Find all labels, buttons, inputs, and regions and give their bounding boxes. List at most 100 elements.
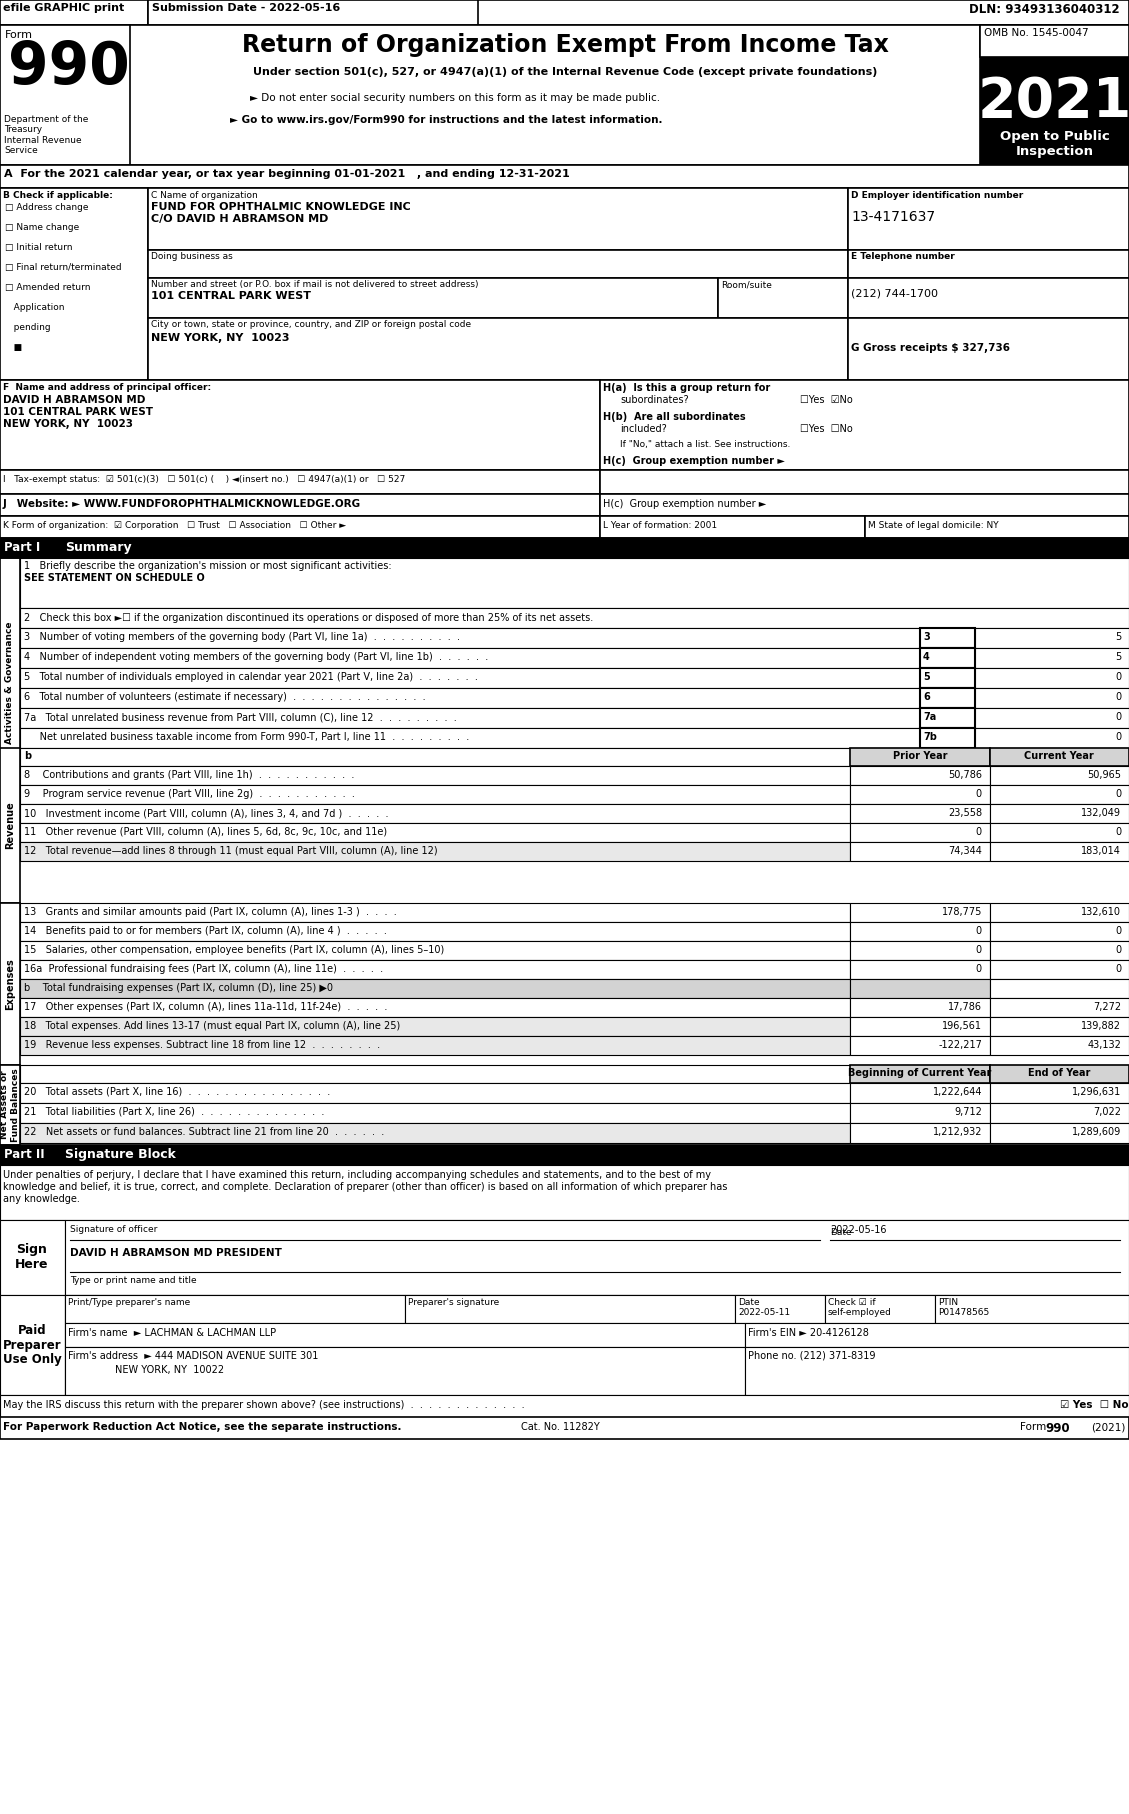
Text: ► Go to www.irs.gov/Form990 for instructions and the latest information.: ► Go to www.irs.gov/Form990 for instruct… [230,114,663,125]
Bar [20,648,920,668]
Text: Under section 501(c), 527, or 4947(a)(1) of the Internal Revenue Code (except pr: Under section 501(c), 527, or 4947(a)(1)… [253,67,877,76]
Text: 8    Contributions and grants (Part VIII, line 1h)  .  .  .  .  .  .  .  .  .  .: 8 Contributions and grants (Part VIII, l… [24,769,355,780]
Text: 178,775: 178,775 [942,907,982,918]
Bar [745,1348,1129,1395]
Bar [20,1018,850,1036]
Text: 5: 5 [1114,651,1121,662]
Bar [920,668,975,688]
Bar [980,25,1129,165]
Bar [0,0,148,25]
Bar [848,189,1129,250]
Bar [850,960,990,980]
Text: E Telephone number: E Telephone number [851,252,955,261]
Text: 1,222,644: 1,222,644 [933,1087,982,1097]
Text: 7,022: 7,022 [1093,1107,1121,1117]
Bar [599,515,865,539]
Text: If "No," attach a list. See instructions.: If "No," attach a list. See instructions… [620,441,790,450]
Text: Open to Public
Inspection: Open to Public Inspection [1000,131,1110,158]
Text: 132,049: 132,049 [1080,807,1121,818]
Bar [735,1295,825,1322]
Text: subordinates?: subordinates? [620,395,689,405]
Bar [0,1165,1129,1221]
Text: H(b)  Are all subordinates: H(b) Are all subordinates [603,412,745,423]
Text: DAVID H ABRAMSON MD PRESIDENT: DAVID H ABRAMSON MD PRESIDENT [70,1248,282,1257]
Bar [20,1103,850,1123]
Text: Revenue: Revenue [5,802,15,849]
Bar [990,1123,1129,1143]
Text: 196,561: 196,561 [942,1021,982,1030]
Bar [0,189,148,379]
Bar [865,515,1129,539]
Text: 21   Total liabilities (Part X, line 26)  .  .  .  .  .  .  .  .  .  .  .  .  . : 21 Total liabilities (Part X, line 26) .… [24,1107,324,1117]
Text: B Check if applicable:: B Check if applicable: [3,190,113,200]
Text: J   Website: ► WWW.FUNDFOROPHTHALMICKNOWLEDGE.ORG: J Website: ► WWW.FUNDFOROPHTHALMICKNOWLE… [3,499,361,510]
Text: 23,558: 23,558 [948,807,982,818]
Bar [975,707,1129,727]
Text: □ Amended return: □ Amended return [5,283,90,292]
Text: 2021: 2021 [978,74,1129,129]
Text: 1,289,609: 1,289,609 [1071,1126,1121,1137]
Bar [0,0,1129,25]
Text: b: b [24,751,32,762]
Bar [990,903,1129,922]
Text: 5: 5 [924,671,930,682]
Text: 2022-05-11: 2022-05-11 [738,1308,790,1317]
Bar [599,470,1129,493]
Bar [65,1348,745,1395]
Text: 50,786: 50,786 [948,769,982,780]
Text: 22   Net assets or fund balances. Subtract line 21 from line 20  .  .  .  .  .  : 22 Net assets or fund balances. Subtract… [24,1126,384,1137]
Text: 101 CENTRAL PARK WEST: 101 CENTRAL PARK WEST [3,406,154,417]
Bar [920,707,975,727]
Bar [975,648,1129,668]
Text: 14   Benefits paid to or for members (Part IX, column (A), line 4 )  .  .  .  . : 14 Benefits paid to or for members (Part… [24,925,387,936]
Text: I   Tax-exempt status:  ☑ 501(c)(3)   ☐ 501(c) (    ) ◄(insert no.)   ☐ 4947(a)(: I Tax-exempt status: ☑ 501(c)(3) ☐ 501(c… [3,475,405,484]
Bar [990,1065,1129,1083]
Bar [148,278,718,317]
Bar [850,1103,990,1123]
Text: 17   Other expenses (Part IX, column (A), lines 11a-11d, 11f-24e)  .  .  .  .  .: 17 Other expenses (Part IX, column (A), … [24,1001,387,1012]
Text: Summary: Summary [65,541,132,553]
Text: 6: 6 [924,691,930,702]
Text: Firm's EIN ► 20-4126128: Firm's EIN ► 20-4126128 [749,1328,869,1339]
Text: □ Initial return: □ Initial return [5,243,72,252]
Text: ► Do not enter social security numbers on this form as it may be made public.: ► Do not enter social security numbers o… [250,93,660,103]
Bar [975,668,1129,688]
Text: DLN: 93493136040312: DLN: 93493136040312 [970,4,1120,16]
Bar [148,0,478,25]
Text: 132,610: 132,610 [1080,907,1121,918]
Text: G Gross receipts $ 327,736: G Gross receipts $ 327,736 [851,343,1010,354]
Bar [0,1145,1129,1165]
Bar [990,824,1129,842]
Text: 9,712: 9,712 [954,1107,982,1117]
Text: L Year of formation: 2001: L Year of formation: 2001 [603,521,717,530]
Text: 0: 0 [975,789,982,798]
Text: Firm's name  ► LACHMAN & LACHMAN LLP: Firm's name ► LACHMAN & LACHMAN LLP [68,1328,277,1339]
Text: 7a   Total unrelated business revenue from Part VIII, column (C), line 12  .  . : 7a Total unrelated business revenue from… [24,713,457,722]
Text: City or town, state or province, country, and ZIP or foreign postal code: City or town, state or province, country… [151,319,471,328]
Text: Expenses: Expenses [5,958,15,1010]
Bar [599,379,1129,470]
Bar [975,727,1129,747]
Text: 4: 4 [924,651,930,662]
Text: □ Address change: □ Address change [5,203,88,212]
Text: b    Total fundraising expenses (Part IX, column (D), line 25) ▶0: b Total fundraising expenses (Part IX, c… [24,983,333,992]
Text: M State of legal domicile: NY: M State of legal domicile: NY [868,521,999,530]
Text: PTIN: PTIN [938,1299,959,1308]
Text: C/O DAVID H ABRAMSON MD: C/O DAVID H ABRAMSON MD [151,214,329,223]
Text: (2021): (2021) [1091,1422,1124,1431]
Bar [599,493,1129,515]
Bar [20,766,850,785]
Text: 0: 0 [1114,827,1121,836]
Text: 0: 0 [975,963,982,974]
Text: 0: 0 [1114,789,1121,798]
Bar [20,903,850,922]
Bar [850,1083,990,1103]
Text: knowledge and belief, it is true, correct, and complete. Declaration of preparer: knowledge and belief, it is true, correc… [3,1183,727,1192]
Bar [850,1065,990,1083]
Text: DAVID H ABRAMSON MD: DAVID H ABRAMSON MD [3,395,146,405]
Text: 0: 0 [1114,945,1121,954]
Text: Activities & Governance: Activities & Governance [6,622,15,744]
Bar [148,317,848,379]
Text: 5   Total number of individuals employed in calendar year 2021 (Part V, line 2a): 5 Total number of individuals employed i… [24,671,478,682]
Text: 15   Salaries, other compensation, employee benefits (Part IX, column (A), lines: 15 Salaries, other compensation, employe… [24,945,444,954]
